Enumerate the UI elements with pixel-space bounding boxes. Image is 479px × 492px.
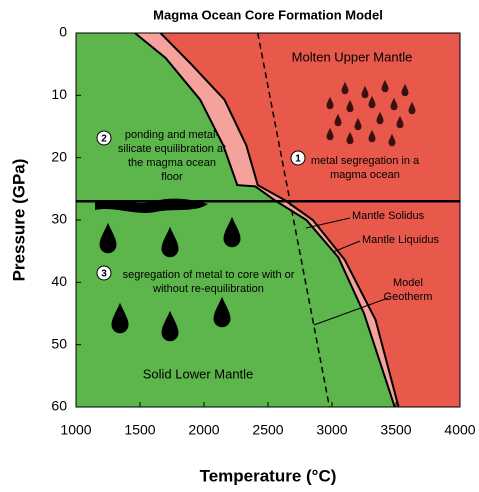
note-number: 1 [295, 154, 301, 165]
x-tick-label: 3000 [316, 422, 347, 438]
x-axis-label: Temperature (°C) [200, 466, 337, 485]
y-tick-label: 0 [59, 24, 67, 40]
x-tick-label: 2500 [252, 422, 283, 438]
y-tick-label: 60 [51, 398, 67, 414]
region-label: Molten Upper Mantle [292, 49, 413, 64]
y-tick-label: 40 [51, 273, 67, 289]
y-tick-label: 50 [51, 335, 67, 351]
x-tick-label: 1000 [60, 422, 91, 438]
y-tick-label: 30 [51, 211, 67, 227]
chart: Magma Ocean Core Formation Model Tempera… [0, 0, 479, 492]
x-tick-label: 2000 [188, 422, 219, 438]
chart-title: Magma Ocean Core Formation Model [153, 7, 383, 22]
x-tick-label: 1500 [124, 422, 155, 438]
y-tick-label: 20 [51, 148, 67, 164]
note-number: 2 [101, 134, 107, 145]
series-label: Mantle Solidus [352, 210, 425, 222]
x-tick-label: 4000 [444, 422, 475, 438]
x-tick-label: 3500 [380, 422, 411, 438]
note-text: metal segregation in a magma ocean [306, 154, 424, 182]
series-label: Model Geotherm [382, 276, 434, 304]
note-text: segregation of metal to core with or wit… [116, 268, 301, 296]
y-axis-label: Pressure (GPa) [9, 159, 28, 282]
series-label: Mantle Liquidus [362, 234, 440, 246]
y-tick-label: 10 [51, 86, 67, 102]
page: Magma Ocean Core Formation Model Tempera… [0, 0, 479, 492]
note-text: ponding and metal-silicate equilibration… [117, 128, 227, 184]
note-number: 3 [101, 269, 107, 280]
region-label: Solid Lower Mantle [143, 366, 254, 381]
